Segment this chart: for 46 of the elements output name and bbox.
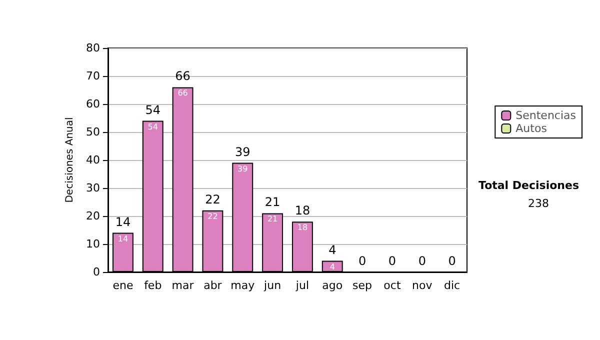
y-tick-label: 10 — [86, 238, 100, 250]
y-tick-label: 80 — [86, 42, 100, 54]
y-tick-label: 20 — [86, 210, 100, 222]
y-axis-title: Decisiones Anual — [64, 117, 76, 203]
x-tick-label: ene — [112, 279, 134, 292]
y-tick-label: 70 — [86, 70, 100, 82]
y-tick-label: 60 — [86, 98, 100, 110]
total-label: 0 — [358, 254, 366, 268]
total-label: 18 — [294, 204, 310, 218]
legend-label: Sentencias — [516, 109, 576, 122]
total-label: 0 — [418, 254, 426, 268]
total-label: 0 — [388, 254, 396, 268]
data-label: 21 — [267, 214, 278, 224]
total-label: 39 — [234, 144, 250, 159]
x-tick-label: dic — [444, 279, 460, 292]
x-tick-label: nov — [412, 279, 433, 292]
data-label: 14 — [118, 234, 128, 244]
x-tick-label: jul — [294, 279, 310, 292]
total-label: 14 — [115, 214, 131, 229]
legend-label: Autos — [516, 122, 548, 135]
total-label: 66 — [175, 69, 190, 84]
total-label: 22 — [205, 192, 220, 206]
text: 238 — [528, 197, 550, 210]
data-label: 18 — [297, 223, 308, 232]
x-tick-label: jun — [263, 279, 282, 292]
total-label: 0 — [448, 254, 456, 268]
x-tick-label: oct — [384, 279, 402, 292]
x-tick-label: feb — [144, 279, 162, 292]
total-label: 21 — [264, 195, 280, 210]
data-label: 22 — [208, 212, 218, 221]
y-tick-label: 40 — [86, 154, 100, 166]
x-tick-label: sep — [352, 279, 372, 292]
total-label: 4 — [328, 242, 336, 257]
y-tick-label: 50 — [86, 126, 100, 138]
data-label: 54 — [148, 122, 158, 132]
x-tick-label: may — [230, 279, 256, 292]
data-label: 66 — [178, 88, 188, 98]
y-tick-label: 0 — [93, 266, 100, 278]
x-tick-label: ago — [322, 279, 343, 292]
total-label: 54 — [145, 102, 161, 117]
x-tick-label: abr — [204, 279, 222, 292]
data-label: 4 — [330, 262, 335, 272]
data-label: 39 — [238, 164, 248, 174]
y-tick-label: 30 — [86, 182, 100, 194]
x-tick-label: mar — [172, 279, 194, 292]
text: Total Decisiones — [478, 179, 580, 192]
